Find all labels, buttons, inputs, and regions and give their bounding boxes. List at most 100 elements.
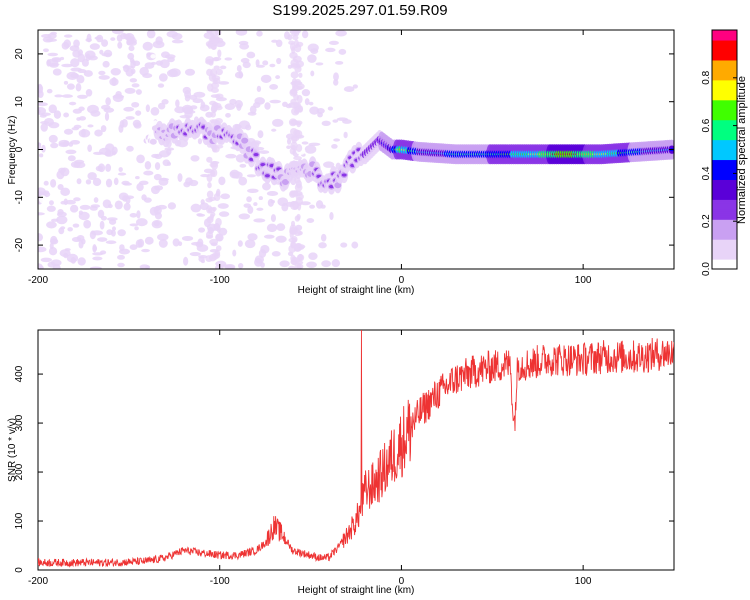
noise-speckle xyxy=(289,227,297,235)
colorbar-step xyxy=(712,87,737,91)
noise-speckle xyxy=(120,32,128,40)
noise-speckle xyxy=(76,178,82,185)
noise-speckle xyxy=(205,230,214,239)
noise-speckle xyxy=(253,202,258,206)
noise-speckle xyxy=(65,149,77,155)
noise-speckle xyxy=(217,203,229,209)
noise-speckle xyxy=(237,263,244,269)
noise-speckle xyxy=(154,205,161,211)
noise-speckle xyxy=(271,128,277,132)
noise-speckle xyxy=(242,61,251,69)
noise-speckle xyxy=(90,204,101,208)
noise-speckle xyxy=(97,209,105,219)
noise-speckle xyxy=(206,68,213,77)
noise-speckle xyxy=(146,30,156,39)
noise-speckle xyxy=(308,252,318,261)
colorbar-step xyxy=(712,75,737,79)
colorbar-step xyxy=(712,161,737,165)
colorbar-step xyxy=(712,117,737,121)
x-tick-label: 0 xyxy=(399,576,405,587)
noise-speckle xyxy=(215,264,224,269)
noise-speckle xyxy=(263,234,275,239)
noise-speckle xyxy=(269,99,281,104)
noise-speckle xyxy=(63,128,74,135)
noise-speckle xyxy=(68,101,77,106)
noise-speckle xyxy=(132,119,141,128)
noise-speckle xyxy=(92,256,103,261)
colorbar-step xyxy=(712,171,737,174)
noise-speckle xyxy=(325,47,336,53)
noise-speckle xyxy=(45,38,58,42)
noise-speckle xyxy=(229,169,240,179)
noise-speckle xyxy=(50,235,58,244)
colorbar-step xyxy=(712,89,737,93)
noise-speckle xyxy=(270,200,276,204)
noise-speckle xyxy=(342,119,352,124)
colorbar-step xyxy=(712,249,737,252)
colorbar-tick-label: 0.4 xyxy=(701,166,712,180)
noise-speckle xyxy=(126,39,132,46)
noise-speckle xyxy=(58,167,66,174)
noise-speckle xyxy=(185,177,193,186)
noise-speckle xyxy=(43,180,49,186)
noise-speckle xyxy=(150,54,157,59)
noise-speckle xyxy=(225,153,237,159)
noise-speckle xyxy=(331,144,338,149)
noise-speckle xyxy=(101,39,109,47)
noise-speckle xyxy=(46,205,56,212)
colorbar-step xyxy=(712,157,737,161)
noise-speckle xyxy=(183,256,189,266)
noise-speckle xyxy=(38,142,42,150)
noise-speckle xyxy=(112,93,124,103)
colorbar-step xyxy=(712,225,737,228)
noise-speckle xyxy=(211,206,217,212)
colorbar-step xyxy=(712,57,737,61)
noise-speckle xyxy=(295,144,303,152)
noise-speckle xyxy=(40,257,53,263)
colorbar-step xyxy=(712,239,737,242)
noise-speckle xyxy=(209,162,218,168)
noise-speckle xyxy=(81,128,86,138)
colorbar-step xyxy=(712,125,737,129)
noise-speckle xyxy=(309,106,320,115)
noise-speckle xyxy=(93,159,99,163)
noise-speckle xyxy=(271,251,281,257)
noise-speckle xyxy=(260,74,272,83)
noise-speckle xyxy=(111,226,116,231)
colorbar-step xyxy=(712,253,737,256)
noise-speckle xyxy=(150,185,160,195)
noise-speckle xyxy=(155,36,163,45)
noise-speckle xyxy=(215,190,220,197)
noise-speckle xyxy=(253,218,266,223)
noise-speckle xyxy=(343,131,348,139)
snr-x-label: Height of straight line (km) xyxy=(298,585,415,596)
noise-speckle xyxy=(73,197,81,202)
colorbar-step xyxy=(712,129,737,133)
noise-speckle xyxy=(118,167,123,173)
noise-speckle xyxy=(210,212,216,217)
colorbar-step xyxy=(712,181,737,184)
noise-speckle xyxy=(257,130,264,139)
noise-speckle xyxy=(108,219,117,225)
colorbar-step xyxy=(712,127,737,131)
noise-speckle xyxy=(288,265,296,269)
colorbar-step xyxy=(712,111,737,115)
colorbar-step xyxy=(712,263,737,266)
noise-speckle xyxy=(114,200,123,210)
noise-speckle xyxy=(87,144,93,152)
noise-speckle xyxy=(304,144,317,154)
x-tick-label: -100 xyxy=(210,576,230,587)
colorbar-step xyxy=(712,137,737,141)
x-tick-label: 100 xyxy=(575,275,592,286)
noise-speckle xyxy=(209,100,217,106)
colorbar-step xyxy=(712,153,737,157)
colorbar-step xyxy=(712,183,737,186)
noise-speckle xyxy=(172,238,180,247)
noise-speckle xyxy=(209,169,216,177)
noise-speckle xyxy=(84,50,96,59)
colorbar-step xyxy=(712,219,737,222)
noise-speckle xyxy=(153,220,160,227)
colorbar-step xyxy=(712,159,737,163)
